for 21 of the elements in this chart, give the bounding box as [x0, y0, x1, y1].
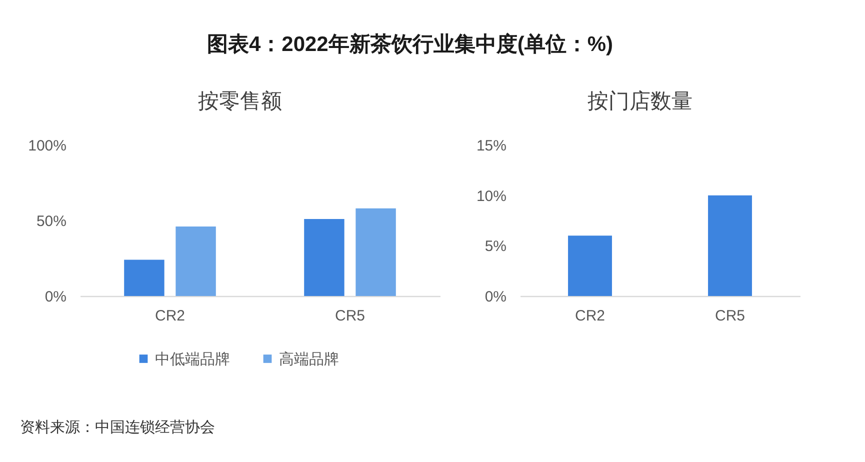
chart-subtitle: 按门店数量	[588, 90, 692, 113]
bar	[356, 208, 396, 296]
y-tick-label: 10%	[476, 188, 506, 205]
y-tick-label: 15%	[476, 138, 506, 154]
legend-label: 中低端品牌	[155, 350, 230, 368]
x-tick-label: CR5	[334, 308, 366, 324]
bar	[304, 218, 344, 296]
legend-label: 高端品牌	[279, 350, 339, 368]
x-tick-label: CR5	[714, 308, 746, 324]
x-tick-label: CR2	[154, 308, 186, 324]
bar	[176, 226, 216, 296]
bar	[124, 260, 164, 296]
chart-title: 图表4：2022年新茶饮行业集中度(单位：%)	[206, 32, 614, 56]
chart-subtitle: 按零售额	[198, 90, 282, 113]
text: 资料来源：中国连锁经营协会	[20, 419, 215, 436]
x-tick-label: CR2	[574, 308, 606, 324]
y-tick-label: 0%	[44, 288, 66, 306]
y-tick-label: 5%	[484, 238, 506, 256]
y-tick-label: 50%	[36, 213, 66, 230]
y-tick-label: 100%	[28, 138, 66, 154]
y-tick-label: 0%	[484, 288, 506, 306]
